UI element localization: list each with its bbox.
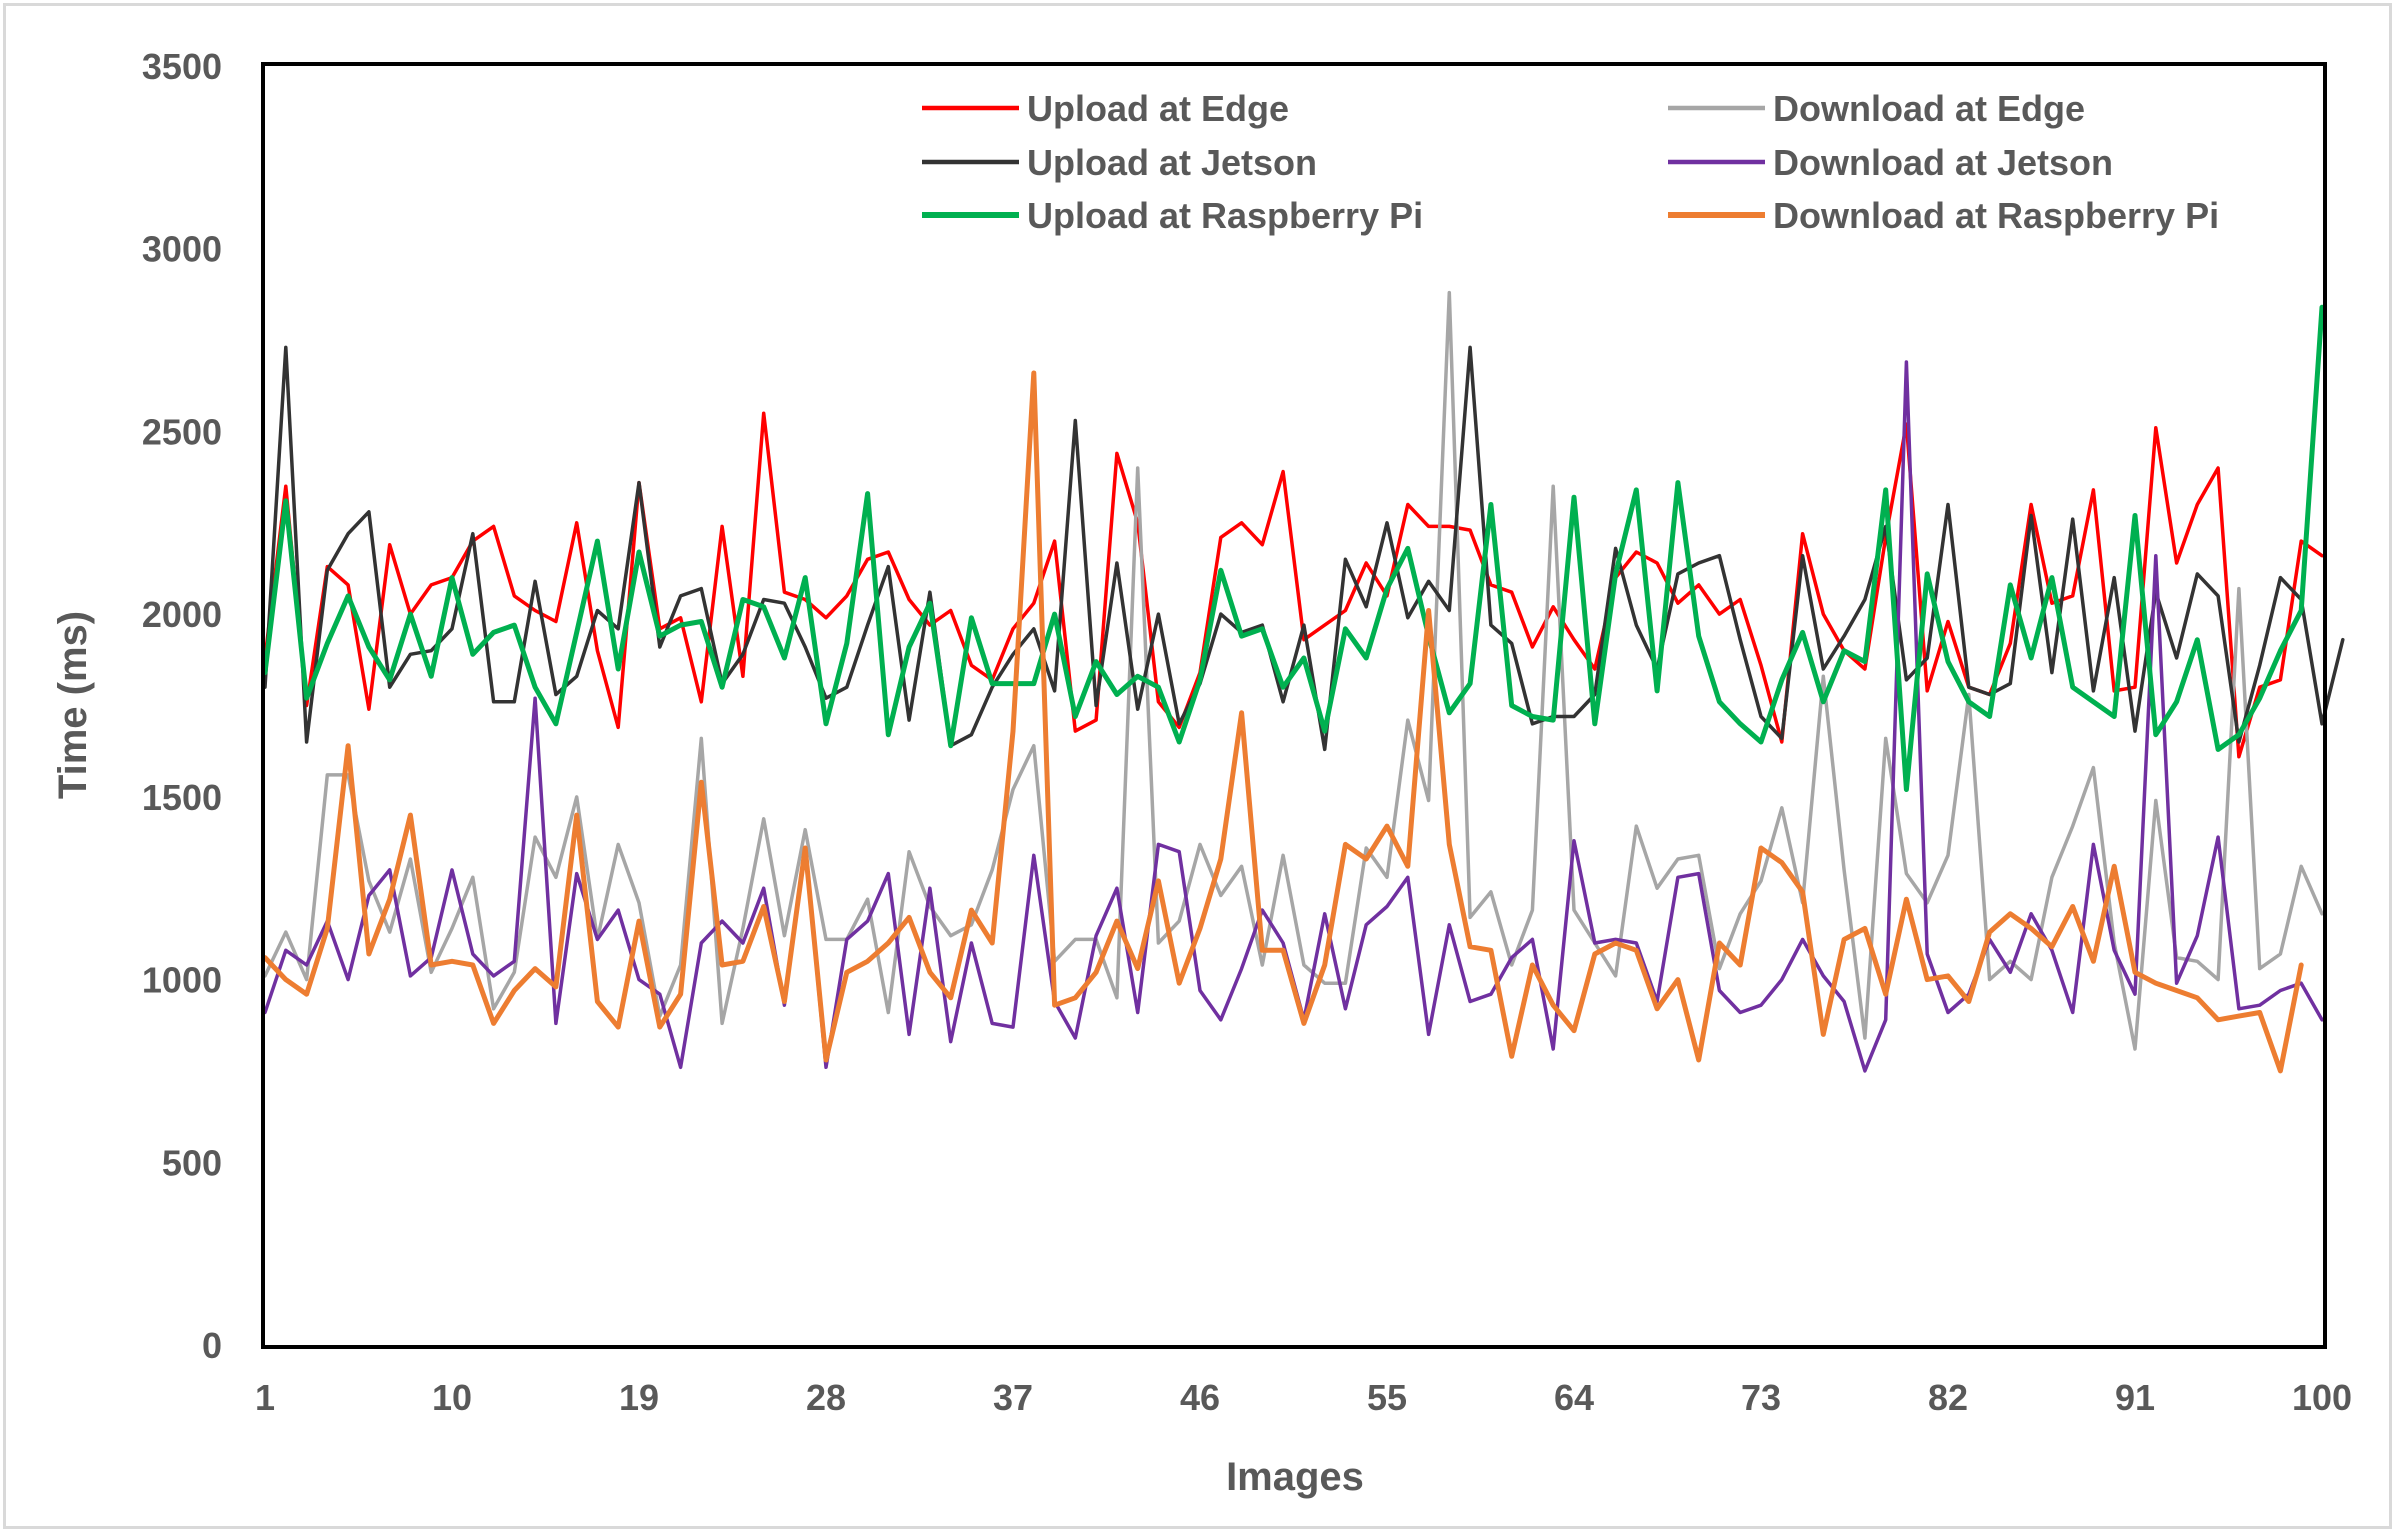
y-tick-label: 2500	[142, 411, 222, 452]
legend-label: Upload at Raspberry Pi	[1027, 195, 1423, 236]
y-tick-label: 3500	[142, 46, 222, 87]
series-line-download-at-jetson	[263, 360, 2324, 1073]
series-line-upload-at-raspberry-pi	[262, 304, 2325, 792]
x-axis-title: Images	[1226, 1455, 1364, 1499]
plot-area-border	[261, 62, 2327, 1349]
x-tick-label: 82	[1928, 1377, 1968, 1418]
x-tick-label: 100	[2292, 1377, 2352, 1418]
x-tick-label: 19	[619, 1377, 659, 1418]
y-axis-title: Time (ms)	[51, 611, 95, 799]
legend-label: Upload at Edge	[1027, 88, 1289, 129]
series-line-upload-at-edge	[263, 411, 2324, 759]
series-layer	[262, 290, 2345, 1074]
y-tick-label: 3000	[142, 229, 222, 270]
x-tick-label: 73	[1741, 1377, 1781, 1418]
y-tick-label: 2000	[142, 594, 222, 635]
y-axis-ticks: 0 500 1000 1500 2000 2500 3000 3500	[142, 46, 222, 1366]
legend-label: Download at Raspberry Pi	[1773, 195, 2219, 236]
x-tick-label: 28	[806, 1377, 846, 1418]
series-line-download-at-raspberry-pi	[262, 370, 2304, 1074]
legend: Upload at Edge Download at Edge Upload at …	[922, 88, 2219, 236]
x-tick-label: 10	[432, 1377, 472, 1418]
x-tick-label: 55	[1367, 1377, 1407, 1418]
x-tick-label: 37	[993, 1377, 1033, 1418]
legend-label: Download at Edge	[1773, 88, 2085, 129]
y-tick-label: 1000	[142, 960, 222, 1001]
chart-frame	[3, 3, 2392, 1529]
legend-label: Download at Jetson	[1773, 142, 2113, 183]
series-line-upload-at-jetson	[263, 345, 2345, 752]
y-tick-label: 1500	[142, 777, 222, 818]
y-tick-label: 0	[202, 1325, 222, 1366]
x-tick-label: 64	[1554, 1377, 1594, 1418]
x-tick-label: 1	[255, 1377, 275, 1418]
y-tick-label: 500	[162, 1142, 222, 1183]
x-tick-label: 91	[2115, 1377, 2155, 1418]
x-axis-ticks: 1 10 19 28 37 46 55 64 73 82 91 100	[255, 1377, 2352, 1418]
x-tick-label: 46	[1180, 1377, 1220, 1418]
legend-label: Upload at Jetson	[1027, 142, 1317, 183]
series-line-download-at-edge	[263, 290, 2324, 1051]
